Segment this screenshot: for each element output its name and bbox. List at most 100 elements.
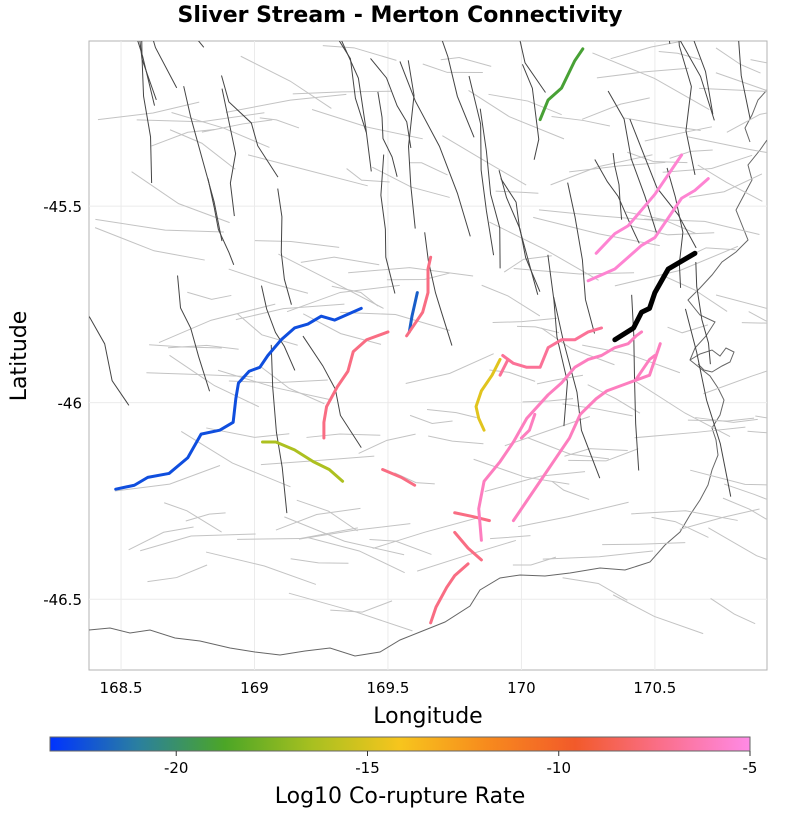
network-segment [569,161,666,173]
network-segment [128,526,194,551]
network-segment [726,112,767,133]
network-segment [489,221,599,281]
network-segment [158,303,276,343]
network-segment [689,173,763,198]
y-tick-label: -46 [58,395,83,413]
network-segment [306,433,381,438]
rupture-trace [322,330,390,440]
fault-trace [260,285,296,371]
fault-trace [553,297,601,479]
network-segment [662,154,753,173]
network-segment [503,255,552,273]
fault-trace [547,254,568,427]
network-segment [409,162,448,176]
network-segment [409,414,453,424]
fault-trace [679,41,715,121]
fault-trace [441,41,475,138]
network-segment [750,59,767,64]
network-segment [562,403,633,417]
network-segment [587,384,641,414]
fault-trace [407,60,416,229]
y-tick-label: -46.5 [43,591,82,609]
network-segment [667,324,709,334]
network-segment [518,501,629,528]
rupture-trace [114,306,363,491]
network-segment [660,274,728,312]
network-segment [114,465,221,492]
fault-trace [666,167,684,288]
fault-trace [594,159,640,244]
rupture-trace [477,330,644,542]
network-segment [614,245,739,287]
network-segment [582,344,681,374]
fault-trace [270,344,288,514]
coastline-peninsula [689,347,735,373]
fault-trace [695,261,711,365]
network-segment [481,284,541,317]
network-segment [225,93,347,113]
network-segment [187,291,232,300]
network-segment [755,415,767,419]
network-segment [612,594,704,635]
network-segment [228,379,328,384]
rupture-trace [501,326,604,369]
network-segment [236,313,298,346]
rupture-trace [519,412,537,440]
network-segment [708,527,767,560]
network-segment [634,426,746,439]
network-segment [522,398,574,403]
coastline [89,139,767,657]
network-segment [307,537,405,574]
network-segment [254,240,340,248]
colorbar [49,736,751,752]
network-segment [484,471,586,493]
fault-trace [607,90,657,233]
network-segment [151,129,215,147]
fault-trace [521,64,540,160]
x-tick-label: 168.5 [100,679,143,697]
network-segment [715,72,767,92]
network-segment [440,57,492,67]
network-segment [298,523,411,540]
fault-trace [183,86,223,242]
network-segment [358,433,416,454]
network-segment [386,272,450,281]
network-segment [741,322,767,324]
network-segment [747,430,767,434]
network-segment [541,327,615,366]
network-segment [581,97,650,120]
network-segment [602,542,686,546]
network-segment [596,67,689,79]
fault-trace [519,41,546,93]
fault-trace [693,41,714,115]
network-segment [644,126,712,142]
fault-trace [207,178,235,265]
network-segment [240,55,332,109]
network-segment [538,209,665,222]
rupture-trace [594,153,684,255]
fault-trace [152,41,178,89]
rupture-trace [261,440,345,483]
network-segment [542,550,654,560]
network-segment [422,63,483,74]
network-segment [687,417,755,422]
network-segment [259,365,325,405]
rupture-trace [474,357,502,432]
fault-trace [177,275,211,392]
fault-trace [277,188,292,305]
rupture-trace [381,468,417,487]
fault-trace [221,75,279,178]
network-segment [278,253,384,309]
network-segment [300,256,380,266]
network-segment [724,483,767,500]
network-segment [247,154,368,187]
fault-trace [424,232,453,346]
network-segment [468,90,565,140]
fault-trace [141,41,153,184]
fault-trace [629,118,697,249]
network-segment [284,516,405,556]
colorbar-title: Log10 Co-rupture Rate [275,784,526,809]
network-segment [551,115,611,127]
network-segment [633,379,731,438]
x-axis-label: Longitude [373,704,482,729]
